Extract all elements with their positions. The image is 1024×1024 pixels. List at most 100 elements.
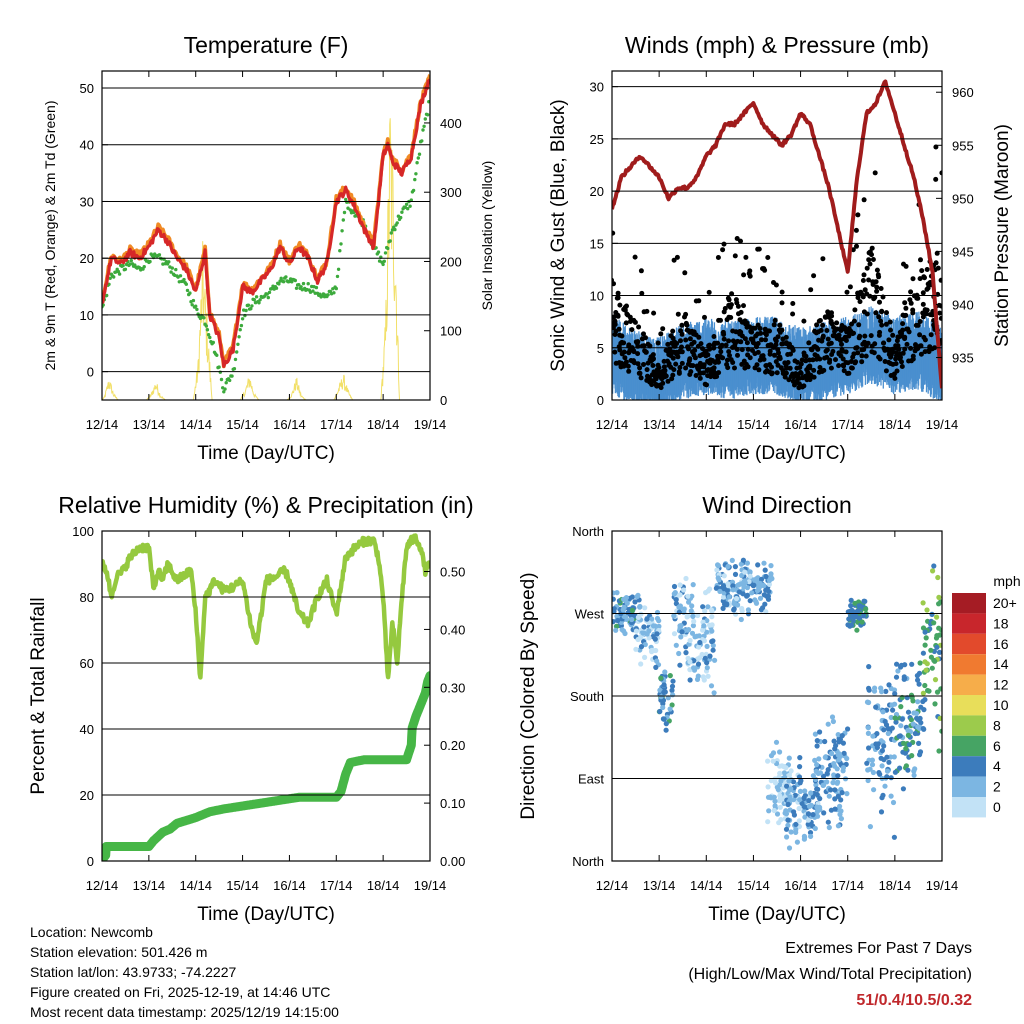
wind-direction-point (622, 630, 628, 637)
wind-direction-point (696, 633, 702, 639)
wind-direction-point (662, 669, 668, 675)
wind-gust-point (673, 361, 679, 367)
data-timestamp: Most recent data timestamp: 2025/12/19 1… (30, 1004, 339, 1020)
wind-direction-point (619, 627, 625, 633)
wind-gust-point (755, 341, 761, 346)
wind-gust-point (730, 360, 736, 365)
winds-y2tick-label: 945 (952, 244, 974, 259)
wind-gust-point (643, 335, 648, 341)
wind-direction-point (864, 760, 870, 766)
wind-direction-point (835, 823, 842, 829)
temperature-ytick-label: 30 (80, 194, 94, 209)
dewpoint-point (336, 267, 341, 271)
wind-direction-point (885, 730, 891, 737)
wind-gust-point (820, 256, 826, 262)
wind-gust-point (722, 306, 728, 311)
wind-direction-point (712, 657, 718, 663)
dewpoint-point (191, 298, 196, 303)
wind-direction-point (905, 727, 911, 734)
wind-direction-point (676, 604, 682, 610)
wind-direction-point (633, 646, 639, 652)
wind-direction-point (649, 616, 655, 622)
wind-gust-point (783, 370, 789, 376)
humidity-frame (101, 530, 431, 862)
wind-direction-point (632, 599, 638, 605)
wind-direction-point (676, 650, 682, 657)
wind-direction-point (840, 765, 847, 771)
wind-gust-point (903, 263, 909, 269)
wind-direction-point (866, 687, 872, 693)
dewpoint-point (170, 266, 174, 270)
wind-gust-point (840, 356, 846, 362)
wind-direction-point (658, 694, 664, 700)
humidity-xtick-label: 13/14 (133, 878, 166, 893)
wind-direction-point (653, 664, 659, 671)
humidity-ytick-label: 80 (80, 590, 94, 605)
wind-gust-point (690, 363, 696, 369)
wind-gust-point (887, 319, 893, 325)
wind-direction-point (788, 829, 794, 835)
wind-direction-point (924, 661, 930, 667)
wind-direction-point (797, 797, 803, 803)
wind-gust-point (833, 357, 838, 363)
wind-direction-point (880, 792, 886, 798)
wind-gust-point (900, 327, 906, 333)
wind-direction-point (661, 689, 667, 696)
wind-direction-point (781, 770, 788, 776)
temperature-xtick-label: 18/14 (367, 417, 400, 432)
wind-gust-point (902, 300, 908, 306)
wind-gust-point (726, 349, 732, 355)
wind-direction-point (920, 600, 926, 606)
dewpoint-point (409, 198, 413, 202)
colorbar-label: 14 (993, 656, 1009, 672)
relative-humidity-line (102, 533, 430, 680)
wind-gust-point (933, 260, 939, 266)
wind-direction-point (829, 750, 835, 757)
wind-direction-point (838, 816, 845, 822)
wind-direction-point (901, 740, 907, 746)
wind-gust-point (721, 241, 727, 247)
wind-direction-point (770, 750, 777, 756)
winds-y2tick-label: 955 (952, 138, 974, 153)
colorbar-swatch (952, 593, 986, 614)
wind-direction-point (924, 607, 930, 613)
wind-direction-point (754, 588, 761, 594)
wind-gust-point (917, 319, 923, 324)
wind-direction-point (614, 590, 620, 596)
winds-ytick-label: 0 (597, 393, 604, 408)
wind-direction-point (707, 653, 713, 659)
wind-gust-point (635, 339, 641, 345)
wind-gust-point (783, 334, 789, 340)
wind-direction-point (673, 642, 679, 648)
wind-direction-point (667, 706, 673, 712)
wind-direction-point (740, 591, 746, 597)
wind-gust-point (649, 382, 655, 388)
wind-direction-point (914, 673, 921, 679)
wind-gust-point (665, 341, 671, 347)
wind-direction-point (796, 818, 802, 824)
wind-gust-point (745, 364, 751, 370)
humidity-ytick-label: 20 (80, 788, 94, 803)
wind-direction-point (870, 769, 877, 776)
direction-ytick-label: South (570, 689, 604, 704)
wind-direction-point (911, 772, 917, 778)
wind-direction-point (793, 821, 799, 828)
wind-direction-point (788, 786, 794, 792)
dewpoint-point (314, 285, 319, 290)
wind-direction-point (917, 660, 923, 666)
dewpoint-point (205, 328, 210, 332)
dewpoint-point (178, 274, 183, 278)
wind-direction-point (654, 609, 661, 616)
wind-direction-point (663, 727, 669, 733)
wind-direction-point (822, 738, 828, 745)
wind-gust-point (908, 289, 914, 295)
colorbar-label: 0 (993, 799, 1001, 815)
wind-direction-point (895, 668, 901, 674)
wind-direction-point (652, 623, 658, 629)
wind-gust-point (629, 327, 635, 333)
wind-direction-point (920, 650, 927, 656)
wind-direction-point (807, 830, 814, 836)
wind-direction-point (939, 728, 942, 734)
dewpoint-point (274, 286, 279, 290)
dewpoint-point (252, 298, 256, 302)
